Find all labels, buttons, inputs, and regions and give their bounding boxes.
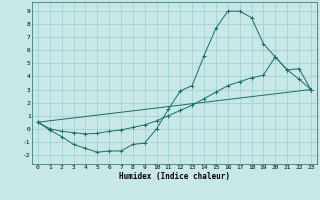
X-axis label: Humidex (Indice chaleur): Humidex (Indice chaleur) (119, 172, 230, 181)
